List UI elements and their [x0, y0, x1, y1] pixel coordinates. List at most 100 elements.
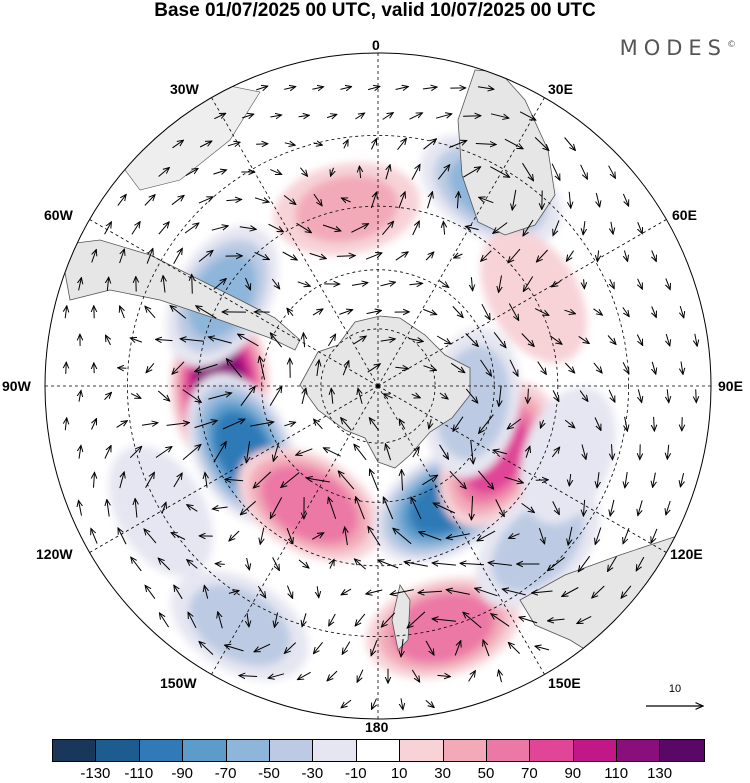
wind-vector	[427, 192, 433, 209]
wind-vector	[595, 527, 602, 545]
wind-vector	[495, 499, 505, 516]
wind-vector	[225, 479, 244, 480]
wind-vector	[493, 450, 508, 454]
wind-vector	[624, 250, 627, 262]
wind-vector	[398, 192, 405, 209]
colorbar-swatch	[573, 740, 618, 761]
wind-vector	[479, 197, 494, 204]
wind-vector	[145, 585, 156, 599]
wind-vector	[254, 643, 271, 652]
wind-vector	[480, 359, 492, 376]
wind-vector	[443, 221, 444, 235]
wind-vector	[564, 419, 575, 428]
wind-vector	[254, 198, 269, 202]
wind-vector	[411, 164, 420, 180]
wind-vector	[395, 252, 408, 261]
wind-vector	[463, 167, 480, 178]
anomaly-contour	[520, 386, 617, 524]
wind-vector	[508, 248, 521, 263]
wind-vector	[166, 423, 190, 426]
wind-vector	[471, 277, 472, 291]
wind-vector	[401, 639, 403, 657]
wind-vector	[144, 529, 157, 544]
wind-vector	[269, 386, 282, 406]
wind-vector	[287, 308, 294, 317]
wind-vector	[107, 277, 108, 291]
wind-vector	[552, 280, 561, 287]
colorbar	[52, 739, 705, 762]
wind-vector	[580, 164, 588, 179]
wind-vector	[286, 585, 292, 599]
wind-vector	[407, 611, 426, 628]
wind-vector	[313, 193, 322, 206]
wind-vector	[425, 252, 434, 261]
wind-vector	[579, 390, 588, 402]
wind-vector	[477, 87, 494, 90]
wind-vector	[157, 390, 170, 401]
wind-vector	[578, 335, 590, 343]
wind-vector	[593, 308, 603, 315]
wind-vector	[313, 641, 323, 653]
wind-vector	[446, 533, 470, 538]
wind-vector	[271, 278, 279, 289]
wind-vector	[174, 585, 183, 600]
lon-label-60e: 60E	[672, 207, 697, 223]
wind-vector	[331, 388, 333, 404]
wind-vector	[367, 364, 381, 373]
latitude-circle	[126, 134, 630, 638]
graticule	[45, 53, 711, 719]
meridian-line	[89, 385, 379, 553]
wind-vector	[351, 283, 368, 286]
wind-vector	[409, 113, 423, 120]
colorbar-swatch	[660, 740, 704, 761]
wind-vector	[213, 279, 226, 290]
wind-vector	[439, 444, 449, 459]
wind-vector	[578, 555, 591, 572]
wind-vector	[611, 221, 613, 234]
wind-vector	[509, 534, 520, 539]
wind-vector	[622, 307, 629, 316]
wind-vector	[402, 470, 403, 491]
wind-vector	[104, 222, 112, 235]
wind-vector	[260, 527, 264, 545]
wind-vector	[145, 306, 156, 319]
wind-vector	[185, 168, 198, 177]
wind-vector	[208, 337, 232, 344]
wind-vector	[144, 195, 155, 206]
wind-vector	[274, 612, 277, 628]
wind-vector	[488, 563, 512, 566]
wind-vector	[460, 563, 485, 564]
wind-vector	[323, 448, 341, 457]
wind-vector	[422, 87, 437, 89]
meridian-line	[211, 385, 379, 675]
wind-vector	[547, 556, 565, 570]
wind-vector	[199, 141, 212, 148]
wind-vector	[479, 414, 494, 434]
wind-vector	[463, 612, 482, 629]
wind-vector	[622, 193, 628, 206]
lon-label-0: 0	[372, 37, 380, 53]
wind-vector	[225, 645, 244, 652]
wind-vector	[526, 446, 530, 458]
wind-vector	[490, 166, 509, 178]
wind-vector	[358, 388, 362, 404]
wind-vector	[229, 530, 240, 541]
wind-vector	[475, 588, 498, 597]
wind-vector	[341, 588, 352, 595]
wind-vector	[245, 277, 251, 290]
wind-vector	[439, 392, 448, 399]
wind-vector	[521, 502, 535, 512]
wind-vector	[680, 305, 684, 318]
wind-vector	[538, 527, 544, 544]
wind-vector	[359, 166, 360, 179]
wind-vector	[194, 420, 218, 429]
meridian-line	[377, 385, 667, 553]
wind-vector	[104, 392, 112, 400]
wind-vector	[284, 87, 295, 90]
wind-vector	[638, 278, 643, 289]
wind-vector	[564, 310, 576, 314]
wind-vector	[666, 333, 670, 346]
wind-vector	[532, 591, 553, 593]
lon-label-60w: 60W	[44, 207, 73, 223]
meridian-line	[377, 219, 667, 387]
